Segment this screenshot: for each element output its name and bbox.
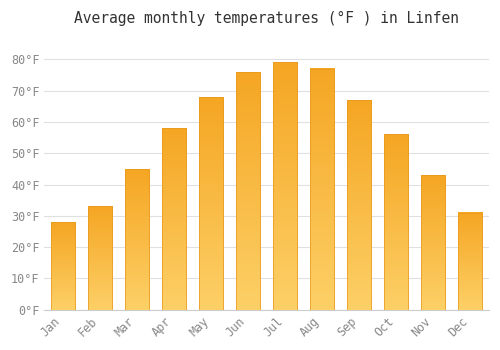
Bar	[125, 169, 149, 310]
Bar	[236, 72, 260, 310]
Bar	[88, 206, 112, 310]
Bar	[310, 69, 334, 310]
Bar	[347, 100, 372, 310]
Bar	[384, 134, 408, 310]
Bar	[458, 213, 482, 310]
Title: Average monthly temperatures (°F ) in Linfen: Average monthly temperatures (°F ) in Li…	[74, 11, 459, 26]
Bar	[199, 97, 223, 310]
Bar	[162, 128, 186, 310]
Bar	[273, 62, 297, 310]
Bar	[51, 222, 75, 310]
Bar	[422, 175, 446, 310]
